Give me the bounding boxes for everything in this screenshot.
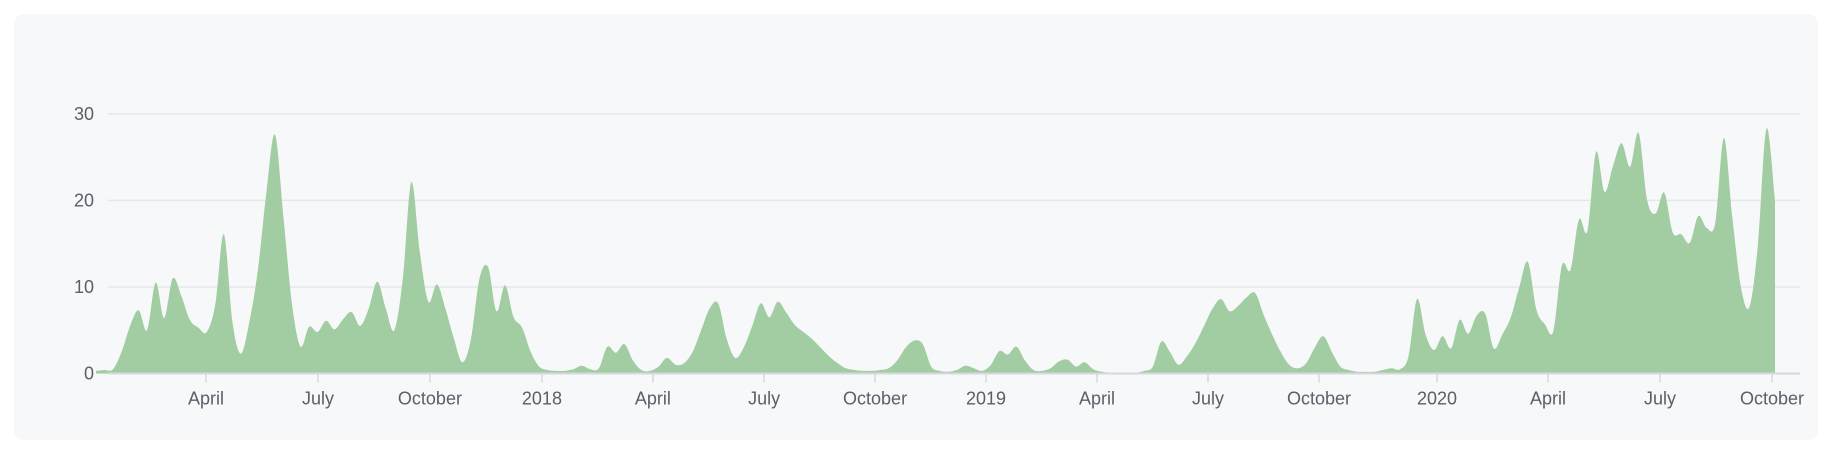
y-axis-label: 30: [74, 104, 94, 124]
x-axis-label: 2019: [966, 389, 1006, 409]
y-axis-label: 0: [84, 364, 94, 384]
chart-card: [14, 14, 1818, 440]
x-axis-label: April: [188, 389, 224, 409]
x-axis-label: 2018: [522, 389, 562, 409]
activity-area: [96, 128, 1775, 374]
y-axis-label: 20: [74, 190, 94, 210]
x-axis-label: July: [1644, 389, 1676, 409]
x-axis-label: July: [748, 389, 780, 409]
y-axis-label: 10: [74, 277, 94, 297]
x-axis-label: April: [1530, 389, 1566, 409]
x-axis-label: July: [302, 389, 334, 409]
x-axis-label: October: [843, 389, 907, 409]
x-axis-label: October: [398, 389, 462, 409]
x-axis-label: April: [1079, 389, 1115, 409]
x-axis-label: October: [1287, 389, 1351, 409]
x-axis-label: July: [1192, 389, 1224, 409]
x-axis-label: October: [1740, 389, 1804, 409]
x-axis-label: April: [635, 389, 671, 409]
x-axis-label: 2020: [1417, 389, 1457, 409]
